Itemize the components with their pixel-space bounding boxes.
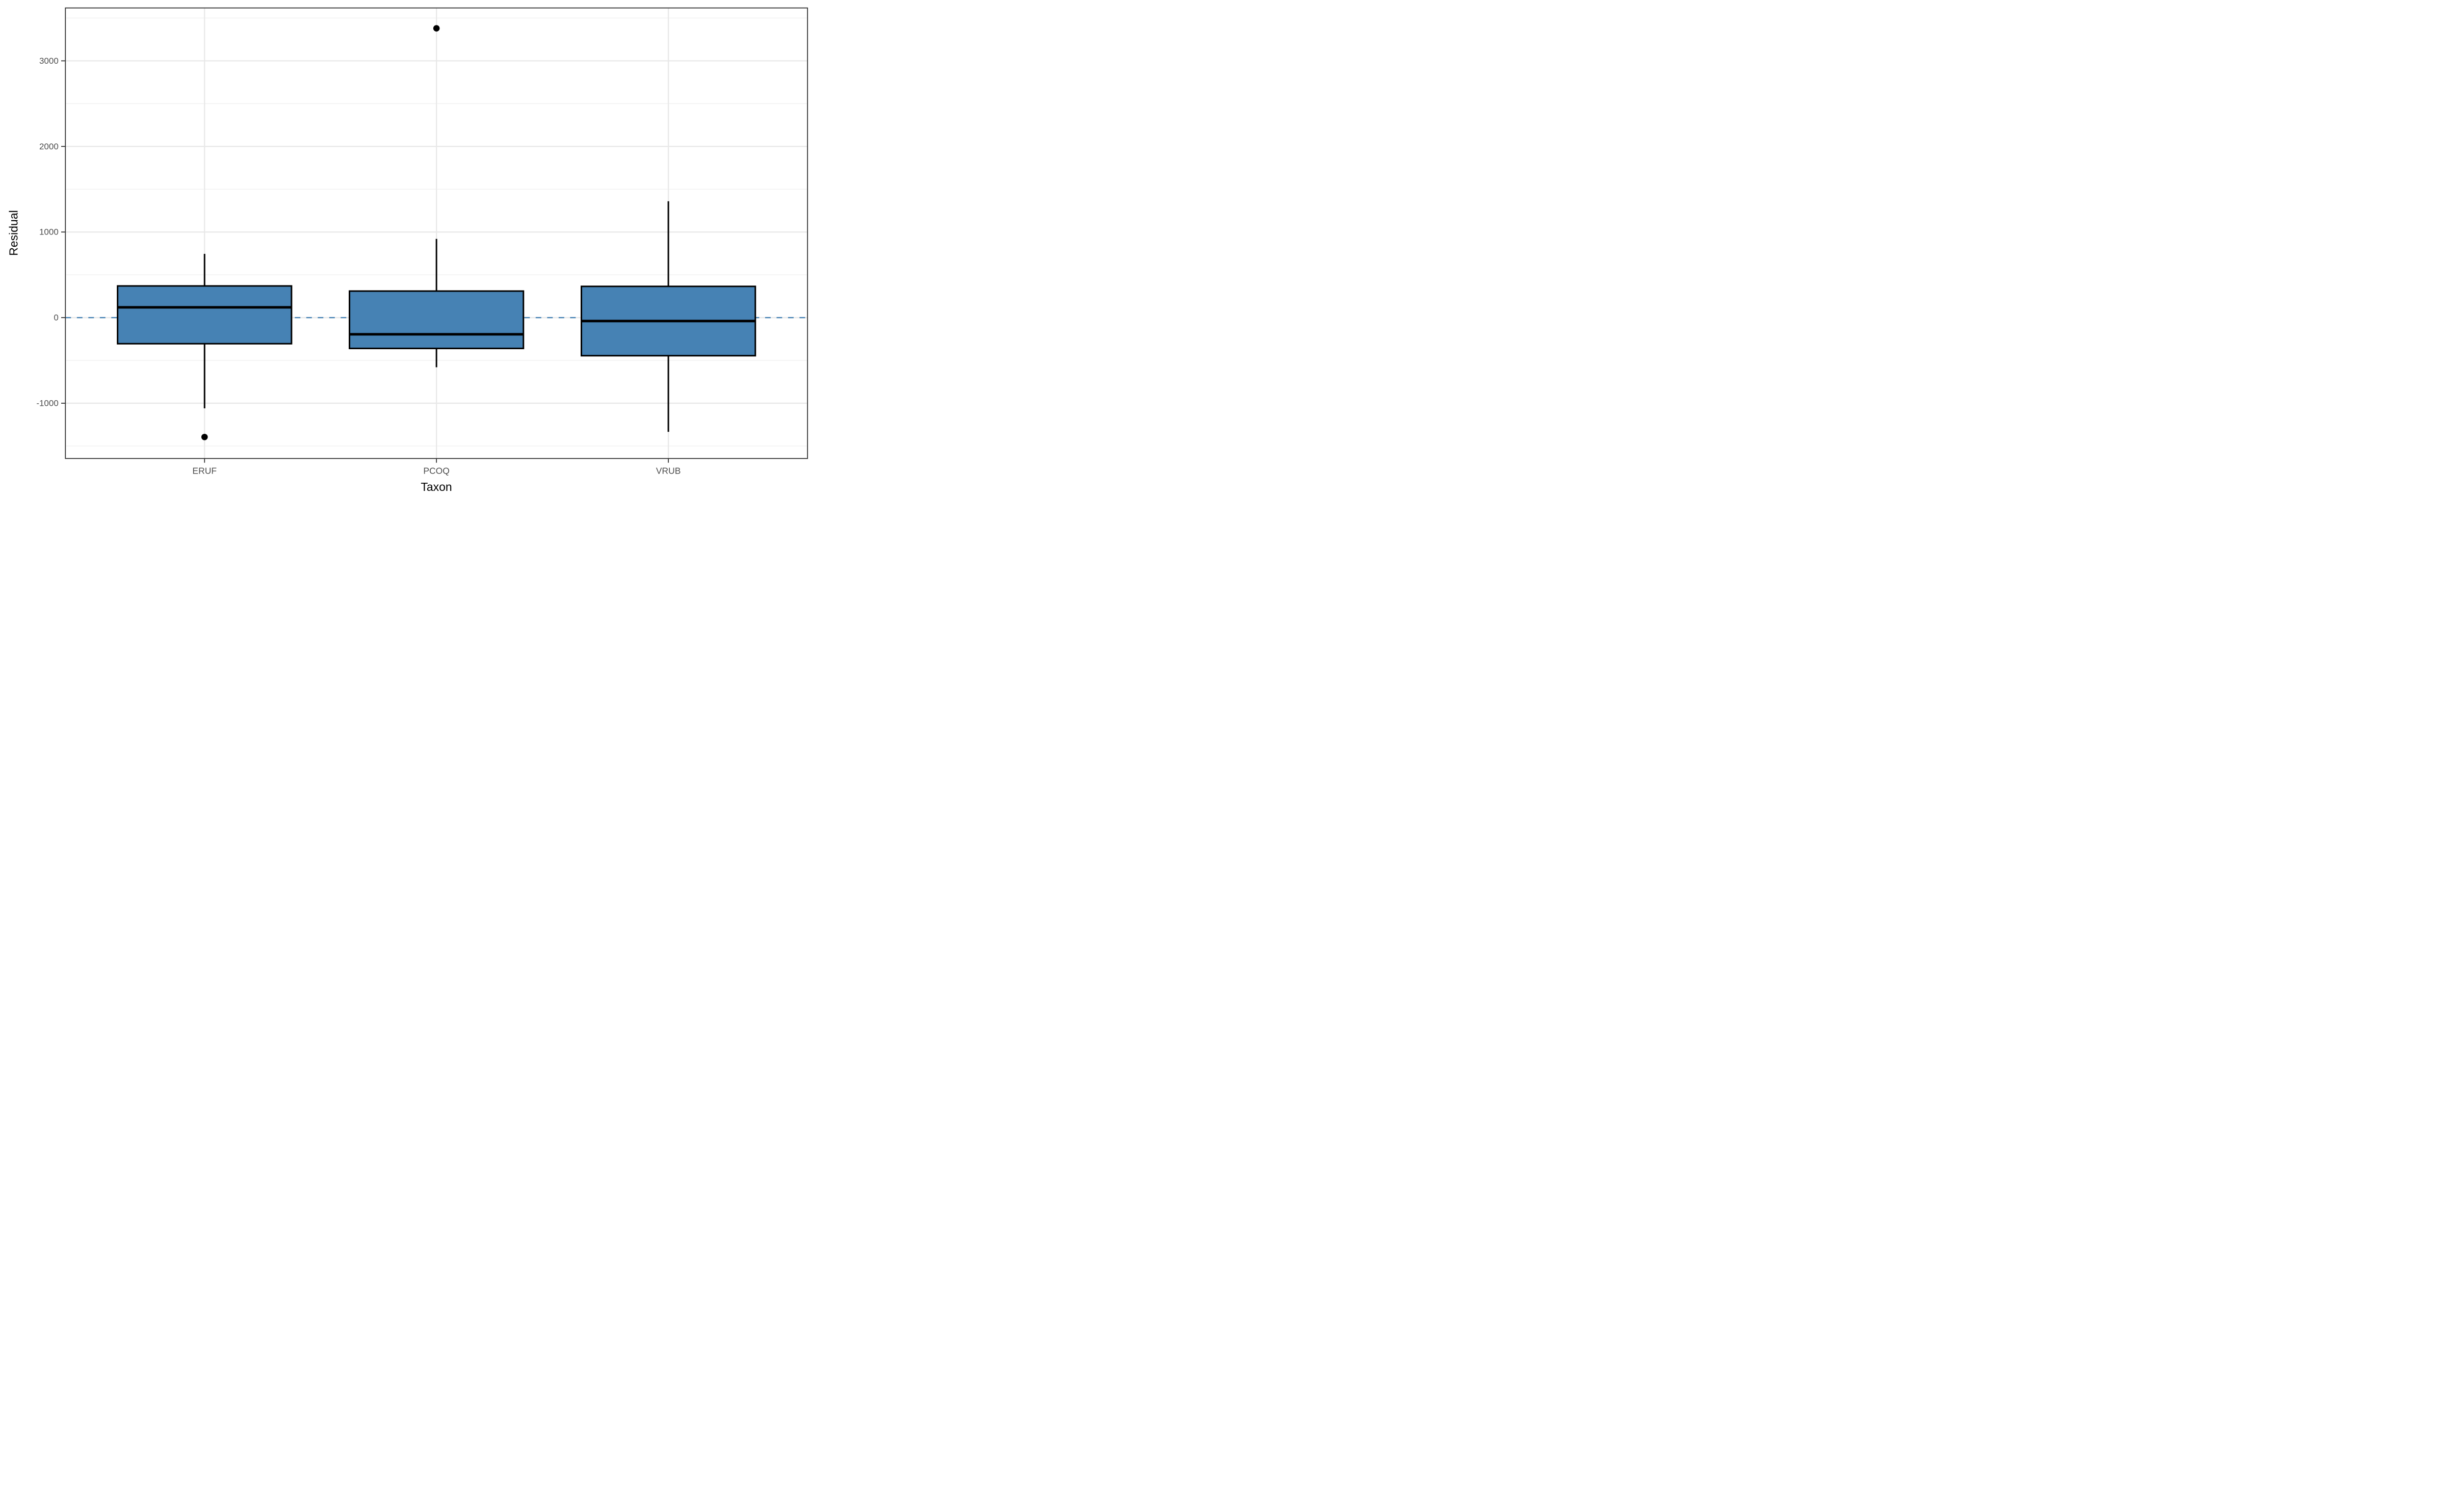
- outlier-point-ERUF: [201, 433, 208, 440]
- x-tick-label: PCOQ: [423, 465, 450, 476]
- x-axis-title: Taxon: [421, 480, 452, 493]
- outlier-point-PCOQ: [433, 25, 440, 32]
- panel-border: [65, 7, 808, 459]
- y-tick-label: -1000: [36, 398, 58, 408]
- box-ERUF: [117, 285, 293, 345]
- y-tick-label: 1000: [39, 227, 59, 237]
- boxplot-chart: -1000 0 1000 2000 3000 ERUF PCOQ VRUB: [36, 7, 808, 476]
- x-tick-label: ERUF: [192, 465, 217, 476]
- boxplot-figure: -1000 0 1000 2000 3000 ERUF PCOQ VRUB Taxon Res…: [0, 0, 816, 504]
- y-tick-label: 3000: [39, 56, 59, 66]
- y-tick-label: 2000: [39, 142, 59, 151]
- y-axis-title: Residual: [7, 210, 20, 256]
- x-tick-label: VRUB: [656, 465, 681, 476]
- box-PCOQ: [349, 290, 525, 349]
- y-tick-label: 0: [54, 313, 58, 323]
